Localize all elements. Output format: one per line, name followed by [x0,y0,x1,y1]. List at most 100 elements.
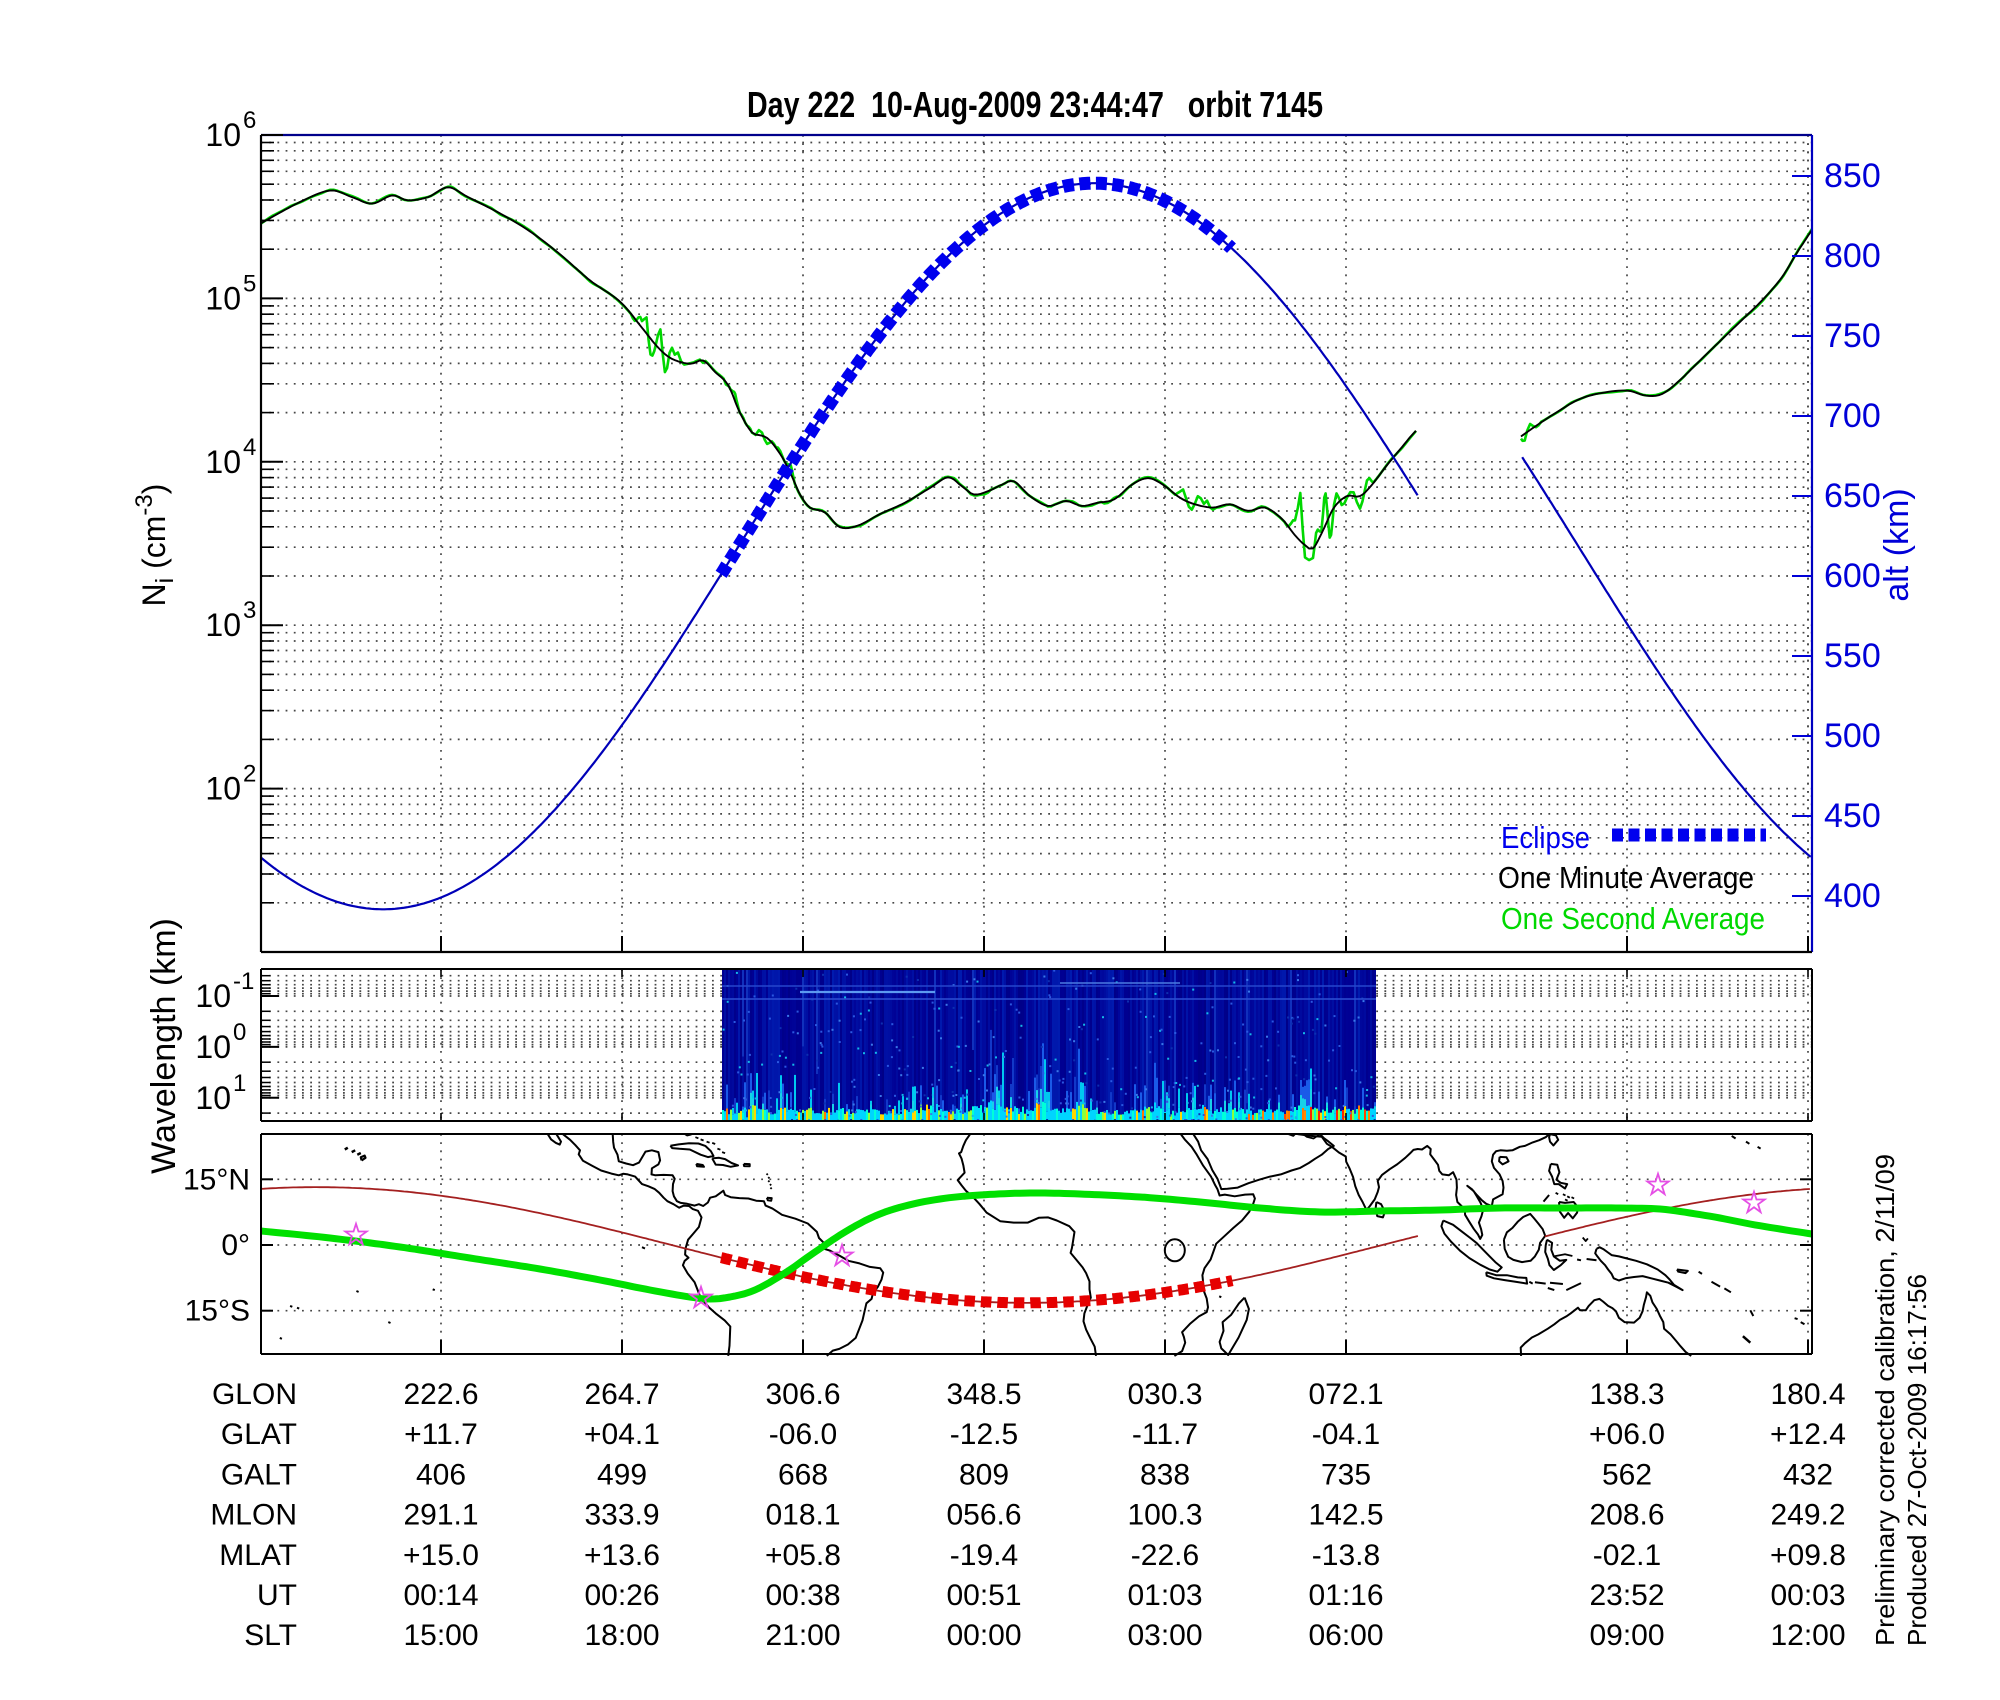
svg-text:15:00: 15:00 [403,1619,478,1652]
svg-text:-02.1: -02.1 [1593,1539,1661,1572]
svg-text:222.6: 222.6 [403,1378,478,1411]
svg-text:SLT: SLT [244,1619,297,1652]
svg-text:018.1: 018.1 [765,1499,840,1532]
svg-text:-11.7: -11.7 [1132,1418,1198,1451]
svg-text:291.1: 291.1 [403,1499,478,1532]
svg-text:GLON: GLON [212,1378,297,1411]
svg-text:01:16: 01:16 [1308,1579,1383,1612]
svg-text:100.3: 100.3 [1127,1499,1202,1532]
svg-text:0: 0 [233,1019,246,1046]
svg-text:Ni (cm-3): Ni (cm-3) [131,484,179,607]
svg-text:10: 10 [205,771,241,807]
svg-text:450: 450 [1824,797,1881,835]
svg-text:180.4: 180.4 [1770,1378,1845,1411]
svg-text:00:26: 00:26 [584,1579,659,1612]
svg-text:23:52: 23:52 [1589,1579,1664,1612]
svg-text:00:38: 00:38 [765,1579,840,1612]
svg-text:809: 809 [959,1458,1009,1491]
svg-text:09:00: 09:00 [1589,1619,1664,1652]
svg-text:1: 1 [233,1070,246,1097]
svg-text:249.2: 249.2 [1770,1499,1845,1532]
svg-text:138.3: 138.3 [1589,1378,1664,1411]
svg-text:6: 6 [243,107,256,134]
svg-text:Preliminary corrected calibrat: Preliminary corrected calibration, 2/11/… [1870,1154,1900,1646]
svg-text:+13.6: +13.6 [584,1539,660,1572]
svg-text:One Minute Average: One Minute Average [1498,860,1754,895]
svg-text:One Second Average: One Second Average [1501,901,1765,936]
svg-text:03:00: 03:00 [1127,1619,1202,1652]
svg-text:500: 500 [1824,717,1881,755]
svg-text:UT: UT [257,1579,297,1612]
svg-text:00:14: 00:14 [403,1579,478,1612]
svg-text:10: 10 [205,444,241,480]
svg-text:21:00: 21:00 [765,1619,840,1652]
svg-text:499: 499 [597,1458,647,1491]
svg-text:600: 600 [1824,557,1881,595]
svg-text:+15.0: +15.0 [403,1539,479,1572]
svg-text:+06.0: +06.0 [1589,1418,1665,1451]
svg-text:15°N: 15°N [183,1163,250,1196]
svg-text:-19.4: -19.4 [950,1539,1018,1572]
svg-text:Day 222 10-Aug-2009 23:44:47: Day 222 10-Aug-2009 23:44:47 orbit 7145 [747,84,1323,125]
svg-text:-22.6: -22.6 [1131,1539,1199,1572]
svg-text:alt (km): alt (km) [1878,488,1916,601]
svg-text:550: 550 [1824,637,1881,675]
svg-text:3: 3 [243,597,256,624]
svg-text:850: 850 [1824,157,1881,195]
svg-text:400: 400 [1824,877,1881,915]
svg-text:800: 800 [1824,237,1881,275]
svg-text:4: 4 [243,434,256,461]
svg-text:406: 406 [416,1458,466,1491]
svg-text:+04.1: +04.1 [584,1418,660,1451]
svg-text:10: 10 [205,280,241,316]
svg-text:Eclipse: Eclipse [1501,820,1590,855]
svg-text:12:00: 12:00 [1770,1619,1845,1652]
svg-text:838: 838 [1140,1458,1190,1491]
svg-text:00:00: 00:00 [946,1619,1021,1652]
svg-text:142.5: 142.5 [1308,1499,1383,1532]
svg-text:18:00: 18:00 [584,1619,659,1652]
svg-text:15°S: 15°S [185,1295,250,1328]
svg-text:-1: -1 [233,968,254,995]
svg-text:333.9: 333.9 [584,1499,659,1532]
svg-text:750: 750 [1824,317,1881,355]
svg-text:10: 10 [195,1080,231,1116]
svg-text:668: 668 [778,1458,828,1491]
svg-text:GALT: GALT [221,1458,297,1491]
svg-text:700: 700 [1824,397,1881,435]
svg-text:10: 10 [205,607,241,643]
svg-text:+12.4: +12.4 [1770,1418,1846,1451]
svg-text:562: 562 [1602,1458,1652,1491]
svg-text:056.6: 056.6 [946,1499,1021,1532]
svg-text:+09.8: +09.8 [1770,1539,1846,1572]
svg-text:10: 10 [195,978,231,1014]
svg-text:01:03: 01:03 [1127,1579,1202,1612]
svg-text:650: 650 [1824,477,1881,515]
svg-text:00:51: 00:51 [946,1579,1021,1612]
svg-text:MLAT: MLAT [219,1539,297,1572]
svg-text:264.7: 264.7 [584,1378,659,1411]
svg-text:-06.0: -06.0 [769,1418,837,1451]
svg-text:735: 735 [1321,1458,1371,1491]
svg-text:030.3: 030.3 [1127,1378,1202,1411]
svg-text:GLAT: GLAT [221,1418,297,1451]
svg-text:-13.8: -13.8 [1312,1539,1380,1572]
svg-text:2: 2 [243,761,256,788]
svg-text:072.1: 072.1 [1308,1378,1383,1411]
svg-text:10: 10 [195,1029,231,1065]
svg-text:0°: 0° [221,1229,250,1262]
svg-text:208.6: 208.6 [1589,1499,1664,1532]
svg-text:-12.5: -12.5 [950,1418,1018,1451]
svg-text:348.5: 348.5 [946,1378,1021,1411]
svg-text:+05.8: +05.8 [765,1539,841,1572]
svg-text:Produced 27-Oct-2009 16:17:56: Produced 27-Oct-2009 16:17:56 [1902,1274,1932,1646]
svg-text:Wavelength (km): Wavelength (km) [145,918,183,1174]
svg-text:MLON: MLON [210,1499,297,1532]
svg-text:-04.1: -04.1 [1312,1418,1380,1451]
svg-text:00:03: 00:03 [1770,1579,1845,1612]
svg-text:10: 10 [205,117,241,153]
svg-text:06:00: 06:00 [1308,1619,1383,1652]
svg-text:+11.7: +11.7 [404,1418,478,1451]
svg-text:5: 5 [243,270,256,297]
svg-text:432: 432 [1783,1458,1833,1491]
